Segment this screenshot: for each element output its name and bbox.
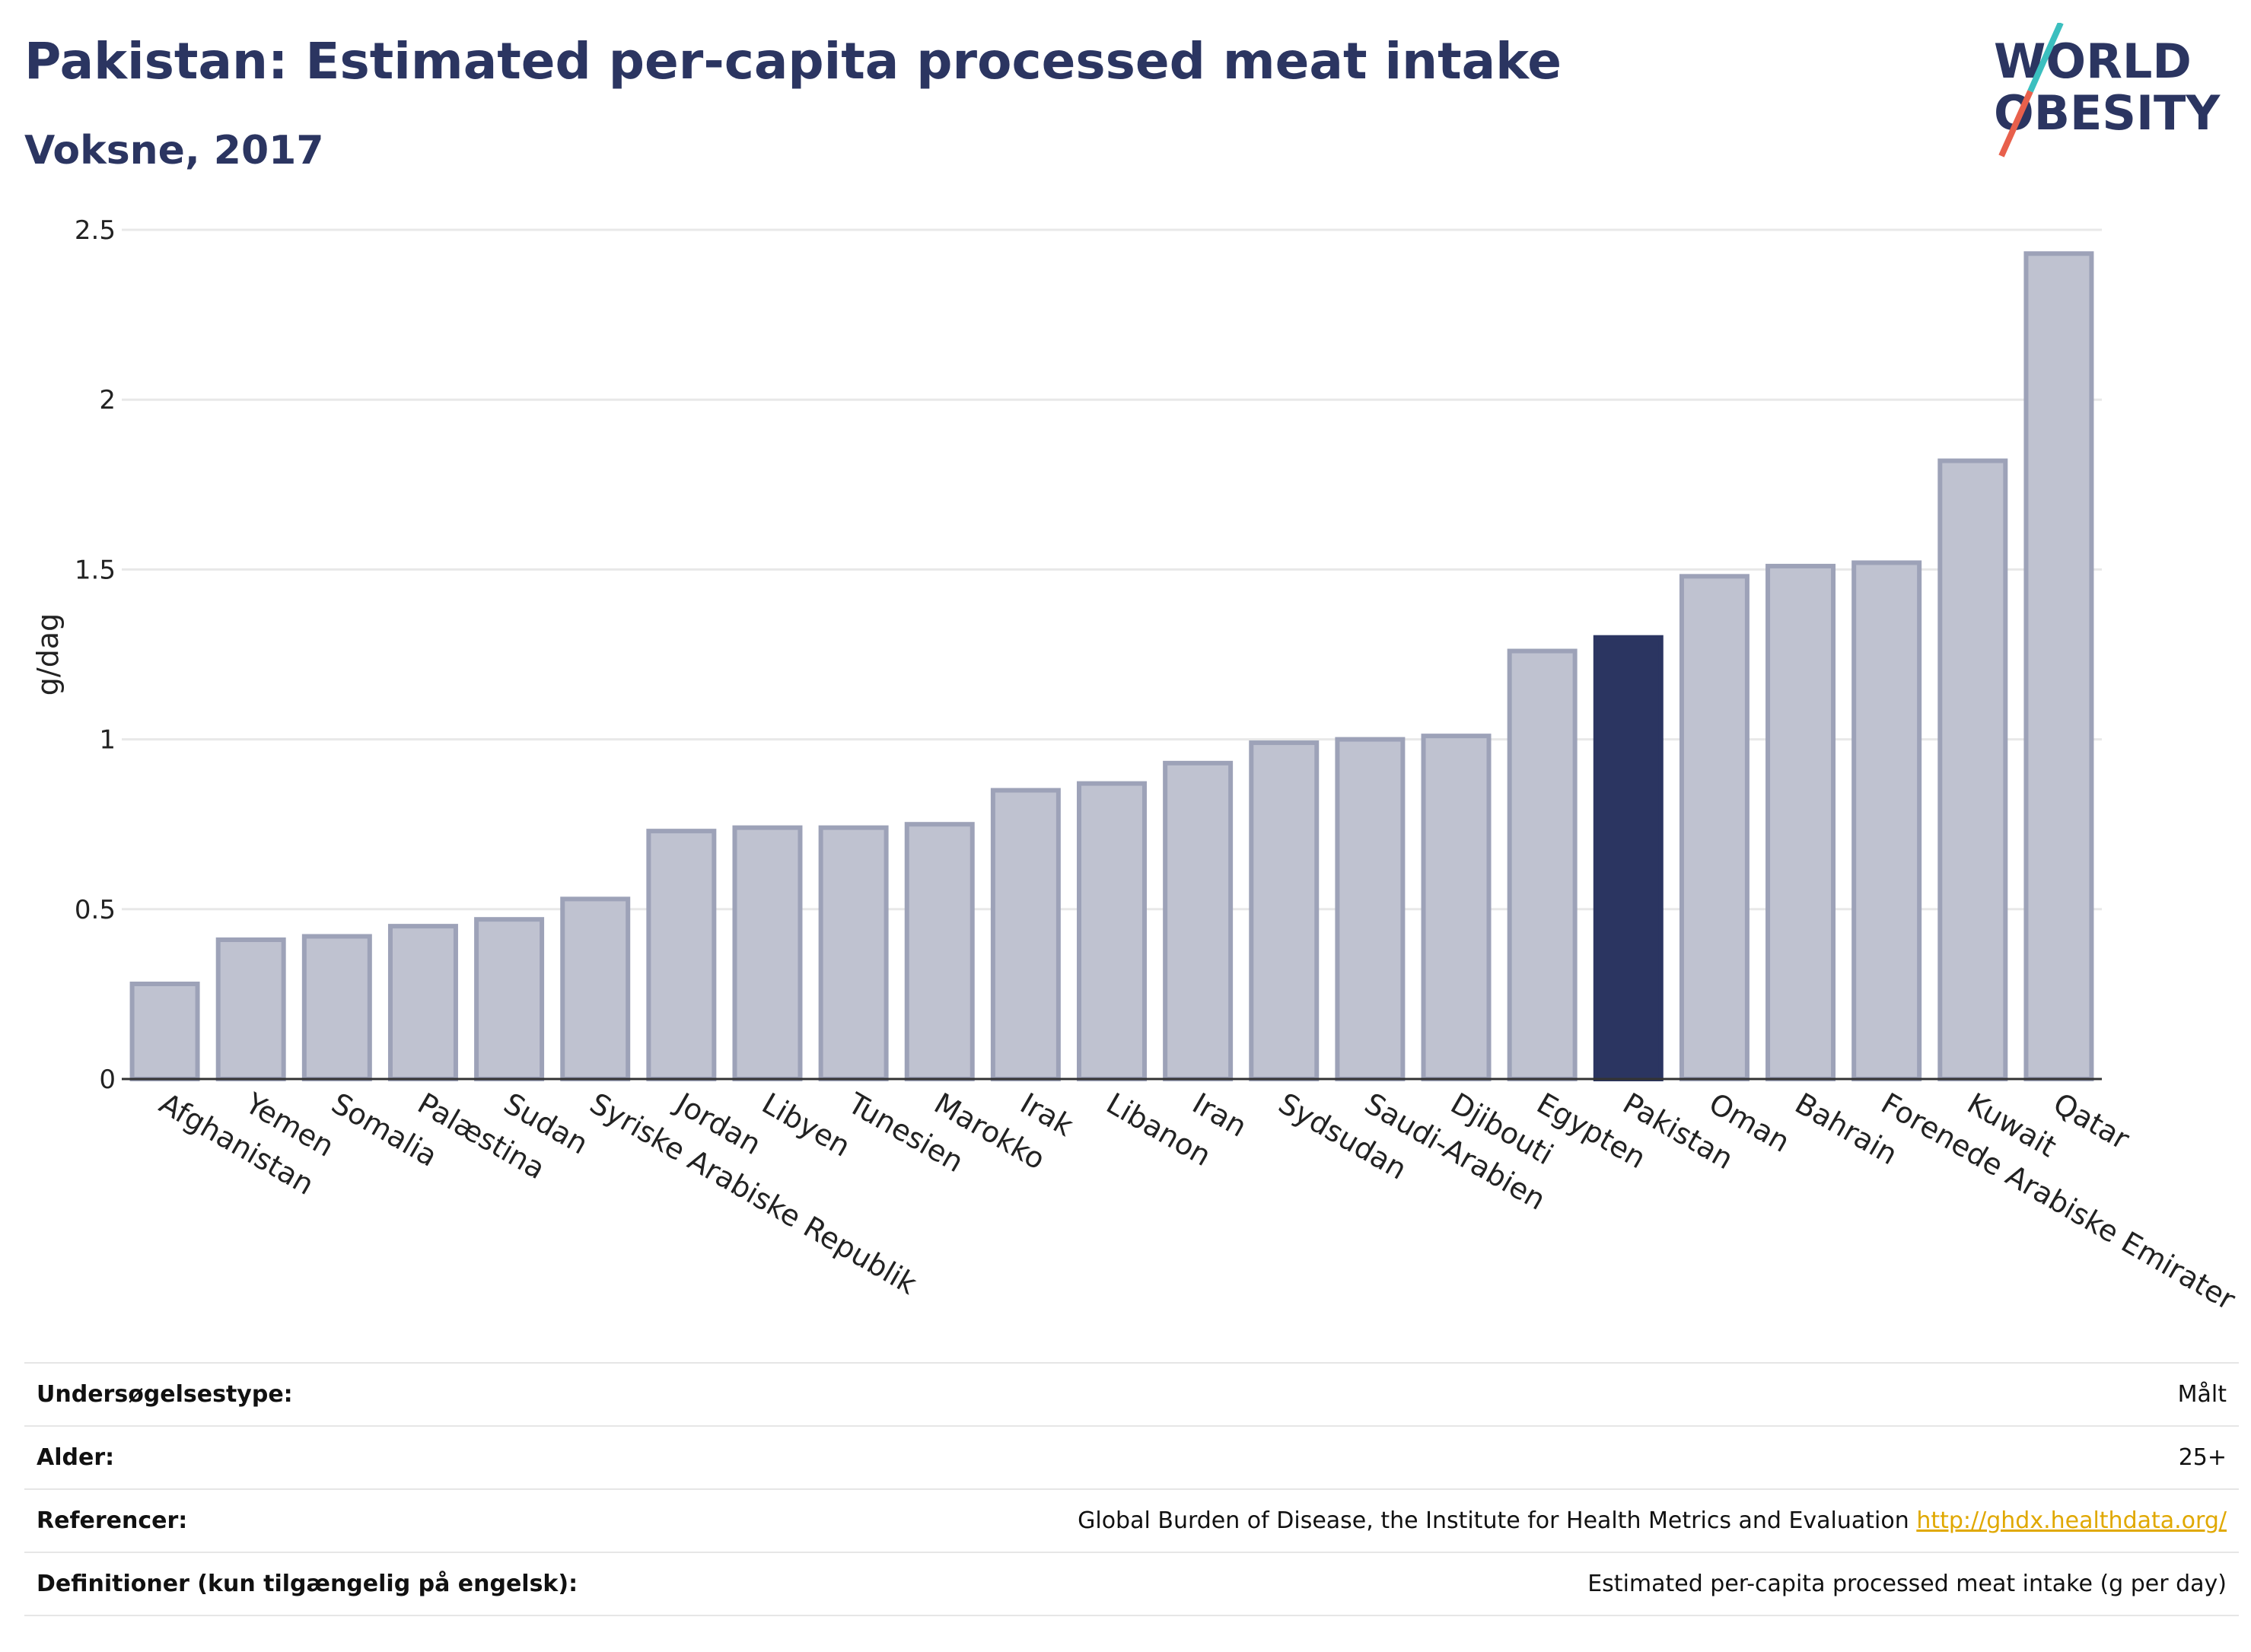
bar-bahrain [1765,563,1836,1081]
info-row-age: Alder: 25+ [24,1426,2239,1489]
info-value: Målt [2177,1381,2227,1408]
bar-sudan [474,917,545,1082]
y-tick-label: 1.5 [75,555,116,585]
bar-marokko [904,822,975,1081]
y-tick-label: 0 [99,1065,116,1095]
info-label: Referencer: [37,1507,188,1534]
bar-jordan [646,829,717,1082]
bar-egypten [1507,648,1578,1081]
y-tick-label: 1 [99,725,116,756]
y-axis-ticks: 0 0.5 1 1.5 2 2.5 [75,215,116,1095]
bar-forenede-arabiske-emirater [1851,560,1922,1081]
bar-kuwait [1937,458,2008,1081]
bar-chart: 0 0.5 1 1.5 2 2.5 AfghanistanYemenSomaliaPalæ… [31,215,2241,1317]
bar-irak [990,788,1061,1082]
info-row-survey-type: Undersøgelsestype: Målt [24,1363,2239,1426]
bar-libyen [732,825,803,1081]
bar-somalia [301,934,372,1081]
bar-afghanistan [129,982,200,1082]
chart-title: Pakistan: Estimated per-capita processed… [24,32,1562,91]
reference-text: Global Burden of Disease, the Institute … [1078,1507,1909,1534]
bar-libanon [1077,781,1147,1081]
y-tick-label: 2 [99,385,116,415]
bar-iran [1163,760,1234,1082]
logo-slash-red [1998,90,2033,158]
bar-sydsudan [1249,740,1320,1082]
x-axis-labels: AfghanistanYemenSomaliaPalæstinaSudanSyr… [154,1086,2241,1317]
info-table: Undersøgelsestype: Målt Alder: 25+ Refer… [24,1362,2239,1616]
bar-pakistan [1593,635,1664,1081]
info-label: Definitioner (kun tilgængelig på engelsk… [37,1571,578,1597]
world-obesity-logo: WORLD OBESITY [1994,23,2221,158]
info-label: Alder: [37,1444,115,1471]
info-value: 25+ [2178,1444,2227,1471]
reference-link[interactable]: http://ghdx.healthdata.org/ [1916,1507,2227,1534]
info-value: Global Burden of Disease, the Institute … [744,1489,2239,1552]
bar-oman [1679,574,1750,1081]
info-label: Undersøgelsestype: [37,1381,293,1408]
bar-palæstina [387,924,458,1081]
bars [129,251,2094,1082]
bar-tunesien [818,825,889,1081]
logo-slash-teal [2027,23,2064,93]
bar-yemen [215,937,286,1081]
info-row-references: Referencer: Global Burden of Disease, th… [24,1489,2239,1552]
bar-syriske-arabiske-republik [560,896,631,1081]
info-value: Estimated per-capita processed meat inta… [1587,1571,2227,1597]
logo-word-world: WORLD [1994,33,2192,89]
info-row-definitions: Definitioner (kun tilgængelig på engelsk… [24,1552,2239,1615]
x-tick-label: Qatar [2048,1087,2135,1157]
bar-qatar [2023,251,2094,1081]
x-tick-label: Libyen [756,1087,856,1163]
bar-djibouti [1421,734,1492,1081]
bar-saudi-arabien [1335,737,1406,1081]
chart-subtitle: Voksne, 2017 [24,128,324,173]
y-axis-title: g/dag [31,613,65,695]
y-tick-label: 0.5 [75,895,116,925]
y-tick-label: 2.5 [75,215,116,246]
